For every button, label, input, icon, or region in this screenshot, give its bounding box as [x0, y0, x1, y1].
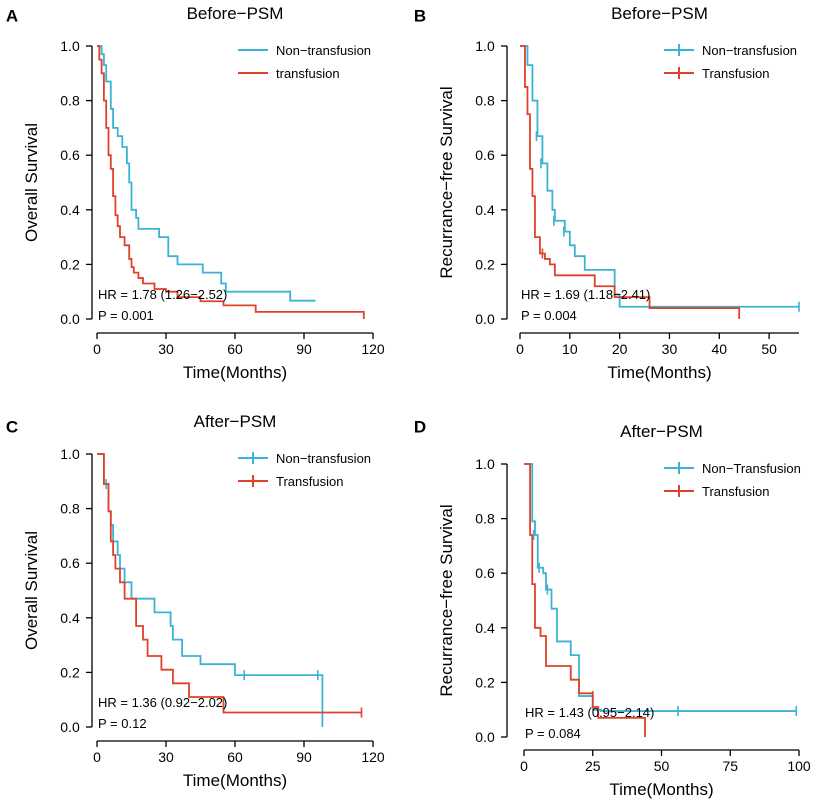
x-tick-label: 100: [787, 758, 811, 774]
y-tick-label: 0.2: [60, 256, 80, 272]
chart-title: After−PSM: [194, 412, 277, 431]
legend-label: Non−transfusion: [276, 451, 371, 466]
x-axis-label: Time(Months): [183, 363, 287, 382]
x-axis-label: Time(Months): [183, 771, 287, 790]
legend-label: Non−Transfusion: [702, 461, 801, 476]
y-tick-label: 0.2: [60, 664, 80, 680]
p-value-annotation: P = 0.12: [98, 716, 147, 731]
panel-letter: A: [6, 6, 18, 25]
y-tick-label: 0.8: [475, 511, 495, 527]
panel-d: D After−PSM 0.0 0.2 0.4 0.6 0.8 1.0 0 25 50 75 100 Ti…: [414, 417, 811, 799]
x-tick-label: 120: [361, 341, 385, 357]
legend-label: Non−transfusion: [276, 43, 371, 58]
x-tick-label: 30: [158, 341, 174, 357]
panel-letter: B: [414, 6, 426, 25]
x-tick-label: 20: [612, 341, 628, 357]
y-tick-label: 0.8: [60, 501, 80, 517]
hr-annotation: HR = 1.43 (0.95−2.14): [525, 705, 654, 720]
x-tick-label: 10: [562, 341, 578, 357]
panel-a: A Before−PSM 0.0 0.2 0.4 0.6 0.8 1.0 0 30 60 90 120 T…: [6, 4, 385, 382]
p-value-annotation: P = 0.084: [525, 726, 581, 741]
x-axis-label: Time(Months): [607, 363, 711, 382]
y-tick-label: 0.8: [60, 93, 80, 109]
x-tick-label: 90: [296, 341, 312, 357]
chart-title: Before−PSM: [187, 4, 284, 23]
y-tick-label: 0.0: [475, 729, 495, 745]
x-tick-label: 0: [516, 341, 524, 357]
y-tick-label: 0.6: [475, 147, 495, 163]
km-curve-transfusion: [97, 45, 365, 319]
legend-label: Transfusion: [276, 474, 343, 489]
y-axis-label: Recurrance−free Survival: [437, 86, 456, 278]
y-tick-label: 0.6: [60, 555, 80, 571]
p-value-annotation: P = 0.001: [98, 308, 154, 323]
hr-annotation: HR = 1.36 (0.92−2.02): [98, 695, 227, 710]
km-curve-non_transfusion: [520, 45, 799, 308]
y-tick-label: 0.0: [60, 719, 80, 735]
y-tick-label: 0.4: [475, 202, 495, 218]
km-curve-non_transfusion: [97, 453, 324, 727]
y-tick-label: 0.6: [60, 147, 80, 163]
x-axis-label: Time(Months): [609, 780, 713, 799]
x-tick-label: 30: [158, 749, 174, 765]
y-axis-label: Overall Survival: [22, 531, 41, 650]
y-tick-label: 0.4: [60, 202, 80, 218]
km-curve-transfusion: [97, 453, 362, 714]
panel-c: C After−PSM 0.0 0.2 0.4 0.6 0.8 1.0 0 30 60 90 120 Ti…: [6, 412, 385, 790]
chart-title: After−PSM: [620, 422, 703, 441]
legend-label: Transfusion: [702, 484, 769, 499]
p-value-annotation: P = 0.004: [521, 308, 577, 323]
x-tick-label: 60: [227, 341, 243, 357]
panel-b: B Before−PSM 0.0 0.2 0.4 0.6 0.8 1.0 0 10 20 30 40 50…: [414, 4, 800, 382]
legend-label: transfusion: [276, 66, 340, 81]
x-tick-label: 0: [93, 749, 101, 765]
x-tick-label: 25: [585, 758, 601, 774]
y-tick-label: 0.4: [60, 610, 80, 626]
panel-letter: C: [6, 417, 18, 436]
y-tick-label: 0.0: [475, 311, 495, 327]
x-tick-label: 40: [711, 341, 727, 357]
hr-annotation: HR = 1.78 (1.26−2.52): [98, 287, 227, 302]
y-tick-label: 1.0: [475, 38, 495, 54]
x-tick-label: 50: [654, 758, 670, 774]
hr-annotation: HR = 1.69 (1.18−2.41): [521, 287, 650, 302]
x-tick-label: 90: [296, 749, 312, 765]
x-tick-label: 50: [761, 341, 777, 357]
y-tick-label: 0.2: [475, 674, 495, 690]
x-tick-label: 30: [662, 341, 678, 357]
y-axis-label: Recurrance−free Survival: [437, 504, 456, 696]
y-tick-label: 0.4: [475, 620, 495, 636]
legend-label: Non−transfusion: [702, 43, 797, 58]
x-tick-label: 60: [227, 749, 243, 765]
x-tick-label: 75: [722, 758, 738, 774]
km-curve-non_transfusion: [97, 45, 316, 302]
legend-label: Transfusion: [702, 66, 769, 81]
y-tick-label: 1.0: [60, 38, 80, 54]
y-tick-label: 0.2: [475, 256, 495, 272]
km-curve-transfusion: [524, 463, 646, 737]
x-tick-label: 0: [520, 758, 528, 774]
km-curve-transfusion: [520, 45, 741, 319]
y-tick-label: 0.6: [475, 565, 495, 581]
y-tick-label: 1.0: [60, 446, 80, 462]
x-tick-label: 0: [93, 341, 101, 357]
y-tick-label: 0.0: [60, 311, 80, 327]
y-tick-label: 1.0: [475, 456, 495, 472]
y-axis-label: Overall Survival: [22, 123, 41, 242]
y-tick-label: 0.8: [475, 93, 495, 109]
x-tick-label: 120: [361, 749, 385, 765]
km-curve-non_transfusion: [524, 463, 797, 712]
panel-letter: D: [414, 417, 426, 436]
chart-title: Before−PSM: [611, 4, 708, 23]
